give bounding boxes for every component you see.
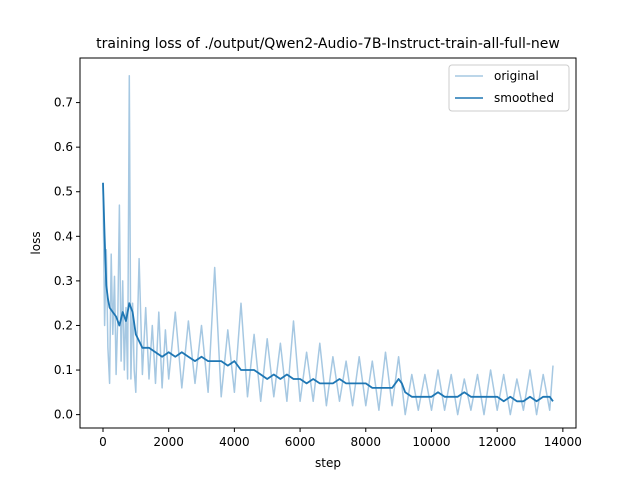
chart-title: training loss of ./output/Qwen2-Audio-7B… — [96, 36, 560, 52]
series-layer — [102, 75, 554, 416]
axes-frame — [79, 57, 577, 429]
series-line-smoothed — [102, 182, 554, 403]
y-tick-label: 0.2 — [54, 318, 73, 332]
y-tick-label: 0.0 — [54, 408, 73, 422]
legend-label-original: original — [494, 69, 539, 83]
x-tick-label: 6000 — [285, 435, 316, 449]
y-tick-label: 0.1 — [54, 363, 73, 377]
y-axis-ticks: 0.0 0.1 0.2 0.3 0.4 0.5 0.6 0.7 — [54, 96, 80, 422]
y-tick-label: 0.6 — [54, 140, 73, 154]
y-axis-label: loss — [29, 231, 43, 254]
x-tick-label: 12000 — [478, 435, 516, 449]
x-axis-label: step — [315, 456, 341, 470]
x-tick-label: 0 — [99, 435, 107, 449]
x-tick-label: 4000 — [219, 435, 250, 449]
y-tick-label: 0.3 — [54, 274, 73, 288]
y-tick-label: 0.7 — [54, 96, 73, 110]
legend-label-smoothed: smoothed — [494, 91, 554, 105]
y-tick-label: 0.5 — [54, 185, 73, 199]
legend: original smoothed — [448, 64, 570, 112]
x-tick-label: 2000 — [153, 435, 184, 449]
x-axis-ticks: 0 2000 4000 6000 8000 10000 12000 14000 — [99, 428, 582, 449]
x-tick-label: 10000 — [412, 435, 450, 449]
x-tick-label: 14000 — [544, 435, 582, 449]
series-line-original — [102, 75, 554, 416]
plot-area — [79, 57, 577, 429]
y-tick-label: 0.4 — [54, 229, 73, 243]
x-tick-label: 8000 — [351, 435, 382, 449]
